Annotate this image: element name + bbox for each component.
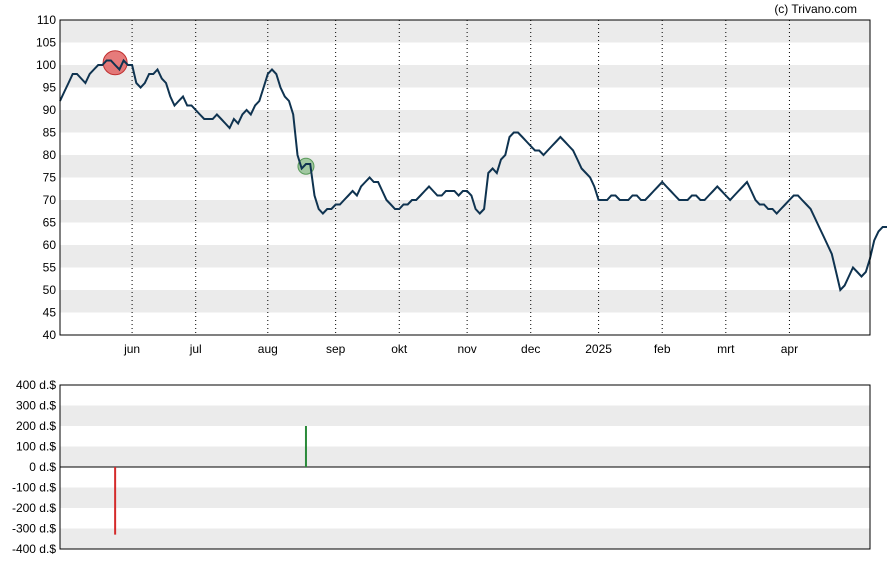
price-y-tick-label: 75 [43, 171, 57, 185]
price-chart: 40 45 50 55 60 65 70 75 80 85 90 95 100 105 110 jun jul… [36, 13, 887, 356]
price-x-tick-label: 2025 [585, 342, 612, 356]
price-y-tick-label: 40 [43, 328, 57, 342]
transactions-plot-frame [59, 384, 871, 550]
price-y-tick-label: 50 [43, 283, 57, 297]
price-y-tick-label: 110 [37, 13, 56, 27]
transactions-y-tick-label: 300 d.$ [16, 399, 56, 413]
price-y-tick-label: 105 [36, 36, 56, 50]
price-grid-band [60, 110, 870, 133]
price-grid-band [60, 155, 870, 178]
transactions-chart: 400 d.$ 300 d.$ 200 d.$ 100 d.$ 0 d.$ -100 d.… [12, 378, 871, 556]
transactions-y-axis: 400 d.$ 300 d.$ 200 d.$ 100 d.$ 0 d.$ -100 d.… [12, 378, 56, 556]
price-y-tick-label: 45 [43, 306, 57, 320]
transactions-grid-bands [60, 405, 870, 549]
transactions-bars [114, 426, 307, 535]
price-trade-markers [102, 50, 315, 175]
price-month-gridlines [131, 20, 790, 335]
price-x-tick-label: dec [521, 342, 540, 356]
transactions-y-tick-label: -100 d.$ [12, 481, 56, 495]
credit-label: (c) Trivano.com [774, 2, 857, 16]
price-y-axis: 40 45 50 55 60 65 70 75 80 85 90 95 100 105 110 [36, 13, 56, 342]
price-y-tick-label: 55 [43, 261, 57, 275]
price-x-tick-label: sep [326, 342, 346, 356]
price-x-axis: jun jul aug sep okt nov dec 2025 feb mrt apr [123, 342, 798, 356]
transactions-y-tick-label: 200 d.$ [16, 419, 56, 433]
price-grid-band [60, 245, 870, 268]
price-plot-frame [59, 19, 871, 336]
transactions-y-tick-label: -200 d.$ [12, 501, 56, 515]
price-x-tick-label: nov [457, 342, 476, 356]
price-y-tick-label: 100 [36, 58, 56, 72]
price-y-tick-label: 85 [43, 126, 57, 140]
transactions-grid-band [60, 528, 870, 549]
price-y-tick-label: 65 [43, 216, 57, 230]
price-series-line [59, 58, 887, 293]
transactions-y-tick-label: -300 d.$ [12, 522, 56, 536]
price-x-tick-label: feb [654, 342, 671, 356]
price-x-tick-label: mrt [717, 342, 735, 356]
transactions-grid-band [60, 487, 870, 508]
transactions-y-tick-label: -400 d.$ [12, 542, 56, 556]
price-x-tick-label: aug [258, 342, 278, 356]
transactions-y-tick-label: 400 d.$ [16, 378, 56, 392]
price-grid-band [60, 20, 870, 43]
price-y-tick-label: 60 [43, 238, 57, 252]
price-y-tick-label: 90 [43, 103, 57, 117]
price-grid-band [60, 200, 870, 223]
price-x-tick-label: apr [781, 342, 798, 356]
price-x-tick-label: okt [391, 342, 408, 356]
price-grid-bands [60, 20, 870, 313]
transactions-y-tick-label: 0 d.$ [29, 460, 56, 474]
price-y-tick-label: 80 [43, 148, 57, 162]
buy-marker [297, 157, 315, 175]
price-grid-band [60, 65, 870, 88]
price-y-tick-label: 70 [43, 193, 57, 207]
price-grid-band [60, 290, 870, 313]
price-x-tick-label: jun [123, 342, 140, 356]
transactions-grid-band [60, 405, 870, 426]
price-y-tick-label: 95 [43, 81, 57, 95]
transactions-grid-band [60, 446, 870, 467]
price-x-tick-label: jul [189, 342, 202, 356]
transactions-y-tick-label: 100 d.$ [16, 440, 56, 454]
